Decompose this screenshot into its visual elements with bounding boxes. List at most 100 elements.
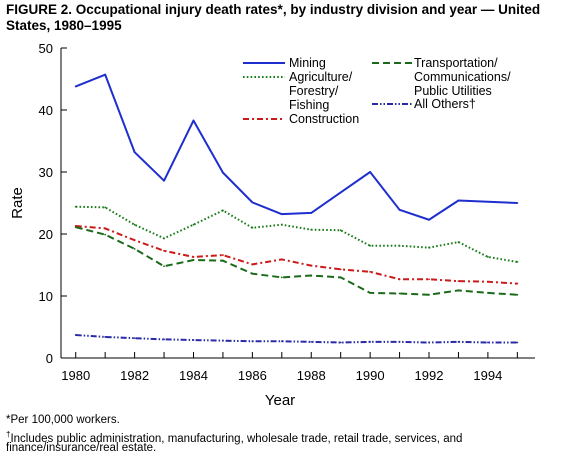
data-point <box>280 340 283 343</box>
data-point <box>339 229 342 232</box>
data-point <box>457 199 460 202</box>
data-point <box>486 341 489 344</box>
x-tick-label: 1984 <box>179 368 208 383</box>
data-point <box>222 209 224 212</box>
legend-label-agriculture-2: Forestry/ <box>289 84 339 98</box>
series-mining <box>74 73 519 221</box>
x-tick-label: 1982 <box>120 368 149 383</box>
legend-label-transportation-3: Public Utilities <box>414 84 492 98</box>
series-all-others <box>74 334 519 344</box>
data-point <box>398 208 401 211</box>
data-point <box>163 179 165 182</box>
series-transportation-communications-public-utilities <box>74 226 519 296</box>
figure-title-line-1: FIGURE 2. Occupational injury death rate… <box>6 2 541 17</box>
footnote-includes: †Includes public administration, manufac… <box>6 428 462 446</box>
footnote-includes-line-2: finance/insurance/real estate. <box>6 442 157 454</box>
data-point <box>369 270 372 273</box>
data-point <box>251 272 254 275</box>
data-point <box>251 201 254 204</box>
data-point <box>163 338 165 341</box>
data-point <box>133 239 136 242</box>
data-point <box>133 337 136 340</box>
data-point <box>369 292 372 294</box>
data-point <box>133 151 136 154</box>
data-point <box>74 226 77 229</box>
data-point <box>104 336 107 338</box>
series-line-mining <box>75 73 518 221</box>
data-point <box>163 249 165 252</box>
data-point <box>516 261 519 263</box>
x-tick-label: 1986 <box>238 368 267 383</box>
data-point <box>251 263 254 266</box>
data-point <box>310 274 313 277</box>
legend-label-transportation-2: Communications/ <box>414 70 511 84</box>
data-point <box>133 223 136 226</box>
data-point <box>104 227 107 230</box>
data-point <box>310 264 313 267</box>
data-point <box>104 206 107 209</box>
data-point <box>280 223 283 226</box>
data-point <box>486 256 489 258</box>
data-point <box>251 226 254 229</box>
y-tick-label: 30 <box>39 165 53 180</box>
data-point <box>74 85 77 88</box>
data-point <box>280 258 283 261</box>
data-point <box>192 223 195 226</box>
legend-label-agriculture-3: Fishing <box>289 98 329 112</box>
data-point <box>310 340 313 343</box>
data-point <box>74 334 77 336</box>
y-tick-label: 10 <box>39 289 53 304</box>
data-point <box>222 259 224 262</box>
series-line-transportation-communications-public-utilities <box>75 226 518 296</box>
data-point <box>163 265 165 268</box>
data-point <box>192 119 195 122</box>
y-tick-label: 40 <box>39 103 53 118</box>
data-point <box>457 289 460 292</box>
legend-label-transportation-1: Transportation/ <box>414 56 498 70</box>
data-point <box>280 276 283 279</box>
data-point <box>133 247 136 250</box>
figure-title-line-2: States, 1980–1995 <box>6 18 122 33</box>
data-point <box>339 268 342 271</box>
data-point <box>104 73 107 76</box>
data-point <box>428 293 430 296</box>
data-point <box>74 205 77 208</box>
data-point <box>104 233 107 236</box>
figure-title: FIGURE 2. Occupational injury death rate… <box>6 2 568 34</box>
chart-series <box>74 73 519 344</box>
data-point <box>516 341 519 344</box>
chart-legend: Mining Agriculture/ Forestry/ Fishing Co… <box>243 56 511 126</box>
series-line-construction <box>75 224 518 285</box>
data-point <box>398 244 401 247</box>
data-point <box>398 292 401 295</box>
data-point <box>163 237 165 240</box>
data-point <box>428 246 430 249</box>
data-point <box>222 254 224 256</box>
legend-label-agriculture-1: Agriculture/ <box>289 70 353 84</box>
data-point <box>428 278 430 281</box>
data-point <box>280 213 283 216</box>
data-point <box>339 191 342 194</box>
x-tick-label: 1980 <box>61 368 90 383</box>
series-line-agriculture-forestry-fishing <box>75 205 518 263</box>
legend-label-all-others: All Others† <box>414 97 476 111</box>
data-point <box>457 280 460 283</box>
data-point <box>369 171 372 173</box>
data-point <box>457 241 460 243</box>
x-tick-label: 1994 <box>473 368 502 383</box>
series-construction <box>74 224 519 285</box>
data-point <box>192 339 195 341</box>
legend-label-construction: Construction <box>289 112 359 126</box>
data-point <box>310 228 313 231</box>
data-point <box>486 200 489 203</box>
data-point <box>369 244 372 247</box>
x-axis-title: Year <box>265 392 295 409</box>
data-point <box>516 282 519 285</box>
y-tick-label: 50 <box>39 41 53 56</box>
data-point <box>310 212 313 214</box>
data-point <box>398 278 401 281</box>
y-axis-title: Rate <box>9 187 26 219</box>
data-point <box>222 171 224 174</box>
data-point <box>486 280 489 283</box>
